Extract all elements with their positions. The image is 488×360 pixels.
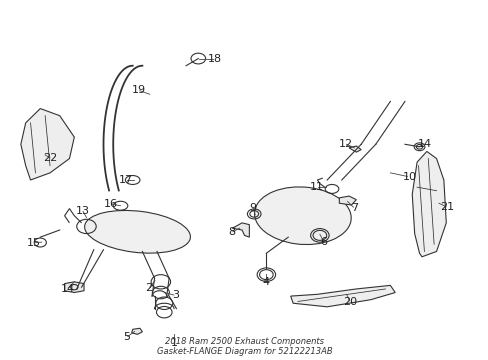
Text: 15: 15 [26, 238, 41, 248]
Text: 16: 16 [104, 199, 118, 209]
Text: 11: 11 [309, 182, 324, 192]
Ellipse shape [254, 187, 350, 244]
Polygon shape [411, 152, 446, 257]
Text: 22: 22 [43, 153, 58, 163]
Text: 2018 Ram 2500 Exhaust Components
Gasket-FLANGE Diagram for 52122213AB: 2018 Ram 2500 Exhaust Components Gasket-… [156, 337, 332, 356]
Text: 8: 8 [228, 227, 235, 237]
Text: 9: 9 [249, 203, 256, 213]
Polygon shape [131, 328, 142, 334]
Polygon shape [21, 109, 74, 180]
Text: 3: 3 [172, 291, 179, 300]
Text: 2: 2 [145, 283, 152, 293]
Ellipse shape [84, 211, 190, 253]
Text: 20: 20 [342, 297, 356, 307]
Text: 17: 17 [119, 175, 133, 185]
Polygon shape [339, 196, 356, 205]
Polygon shape [232, 223, 249, 237]
Text: 10: 10 [402, 172, 416, 182]
Text: 18: 18 [207, 54, 222, 64]
Text: 21: 21 [439, 202, 453, 212]
Text: 5: 5 [123, 332, 130, 342]
Text: 4: 4 [262, 277, 269, 287]
Text: 19: 19 [131, 85, 145, 95]
Polygon shape [348, 146, 361, 152]
Text: 1: 1 [170, 338, 177, 347]
Polygon shape [290, 285, 394, 307]
Text: 13: 13 [76, 206, 89, 216]
Text: 12: 12 [338, 139, 352, 149]
Text: 14: 14 [61, 284, 75, 294]
Text: 6: 6 [320, 237, 326, 247]
Text: 7: 7 [350, 203, 357, 213]
Polygon shape [64, 282, 84, 293]
Text: 14: 14 [417, 139, 431, 149]
